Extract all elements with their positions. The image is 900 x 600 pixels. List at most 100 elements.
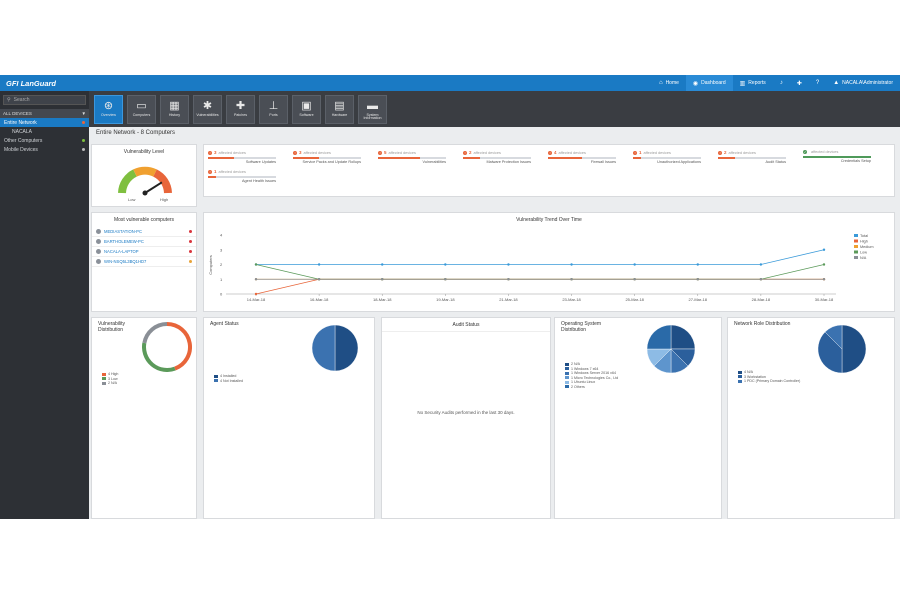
vulnerable-computer-row[interactable]: BARTHOLEMEW-PC [92, 237, 196, 247]
toolbar-ports-button[interactable]: ⊥ Ports [259, 94, 288, 124]
vulnerable-computer-row[interactable]: MEDIASTATION-PC [92, 227, 196, 237]
vulnerability-level-card[interactable]: Vulnerability Level Low High [91, 144, 197, 207]
pie-slice[interactable] [817, 331, 843, 374]
audit-status-title: Audit Status [382, 318, 550, 332]
legend-swatch [565, 376, 569, 380]
alert-icon: ! [208, 150, 212, 155]
legend-item: 1 Ubuntu Linux [565, 380, 618, 385]
software-icon: ▣ [301, 99, 312, 112]
legend-swatch [565, 367, 569, 371]
user-icon: ▲ [833, 80, 840, 86]
network-role-pie[interactable] [816, 323, 868, 375]
topnav-settings[interactable]: ✚ [790, 75, 809, 91]
pie-slice[interactable] [142, 322, 168, 344]
vulnerability-distribution-title: Vulnerability Distribution [98, 321, 126, 333]
status-tile-header: ! 1 affected devices [208, 169, 278, 174]
pie-slice[interactable] [670, 324, 696, 350]
toolbar-label: Overview [101, 112, 116, 117]
status-bar [293, 157, 361, 159]
tree-node[interactable]: Other Computers [0, 136, 89, 145]
legend-label: 2 Others [571, 384, 585, 389]
pie-slice[interactable] [311, 324, 336, 372]
topnav-reports[interactable]: ▥ Reports [733, 75, 773, 91]
vulnerable-computer-name: BARTHOLEMEW-PC [104, 239, 144, 244]
toolbar-software-button[interactable]: ▣ Software [292, 94, 321, 124]
toolbar-label: Ports [269, 112, 278, 117]
pie-slice[interactable] [646, 324, 672, 350]
tree-node-label: Entire Network [4, 119, 37, 126]
topnav-user[interactable]: ▲ NACALA\Administrator [826, 75, 900, 91]
data-point [381, 263, 384, 266]
status-tile[interactable]: ! 3 affected devices Service Packs and Upda… [293, 150, 363, 166]
data-point [254, 263, 258, 266]
legend-swatch [854, 239, 858, 243]
tree-node[interactable]: NACALA [0, 127, 89, 136]
topnav-bell[interactable]: ♪ [773, 75, 790, 91]
topnav-dashboard[interactable]: ◉ Dashboard [685, 75, 733, 91]
trend-chart[interactable]: 0 1 2 3 4 Computers 14-Mar-18 16-Mar-18 18-Mar-1… [204, 223, 894, 311]
toolbar-overview-button[interactable]: ⊛ Overview [94, 94, 123, 124]
topnav-home[interactable]: ⌂ Home [652, 75, 686, 91]
pie-slice[interactable] [142, 342, 176, 372]
search-icon: ⚲ [7, 97, 11, 103]
status-tile[interactable]: ! 5 affected devices Vulnerabilities [378, 150, 448, 166]
gauge-high-segment [153, 169, 172, 194]
pie-slice[interactable] [166, 322, 192, 371]
toolbar-bug-button[interactable]: ✱ Vulnerabilities [193, 94, 222, 124]
severity-dot [189, 230, 192, 233]
data-point [696, 278, 699, 281]
toolbar-hardware-button[interactable]: ▤ Hardware [325, 94, 354, 124]
data-point [444, 263, 447, 266]
status-tile[interactable]: ! 4 affected devices Firewall Issues [548, 150, 618, 166]
pie-slice[interactable] [824, 324, 843, 350]
data-point [822, 263, 826, 266]
topnav-help[interactable]: ? [809, 75, 826, 91]
x-tick-label: 23-Mar-18 [562, 297, 581, 302]
legend-item: 1 Micro Technologies Co., Ltd [565, 376, 618, 381]
gauge-low-label: Low [128, 197, 135, 202]
ports-icon: ⊥ [268, 99, 279, 112]
tree-node[interactable]: Mobile Devices [0, 145, 89, 154]
status-tile[interactable]: ! 3 affected devices Software Updates [208, 150, 278, 166]
status-tile[interactable]: ! 2 affected devices Audit Status [718, 150, 788, 166]
gauge-needle [144, 181, 163, 194]
device-tree: Entire Network NACALA Other Computers Mobil… [0, 118, 89, 154]
topnav-label: NACALA\Administrator [842, 80, 893, 86]
toolbar-label: Vulnerabilities [196, 112, 219, 117]
status-tile-header: ! 4 affected devices [548, 150, 618, 155]
toolbar-label: Computers [132, 112, 151, 117]
status-tile[interactable]: ! 1 affected devices Unauthorized Applicati… [633, 150, 703, 166]
legend-item: 1 Windows Server 2016 x64 [565, 371, 618, 376]
alert-icon: ! [633, 150, 637, 155]
computer-icon [96, 229, 101, 234]
toolbar-patch-button[interactable]: ✚ Patches [226, 94, 255, 124]
os-distribution-pie[interactable] [645, 323, 697, 375]
pie-slice[interactable] [334, 324, 359, 372]
search-input[interactable]: ⚲ Search [3, 95, 86, 105]
breadcrumb: Entire Network - 8 Computers [96, 130, 176, 136]
filter-icon[interactable]: ▼ [81, 111, 86, 116]
status-count: 4 [554, 150, 557, 155]
pie-slice[interactable] [841, 324, 867, 374]
legend-item: 2 N/A [102, 381, 118, 386]
legend-item: 4 Installed [214, 374, 243, 379]
toolbar-history-button[interactable]: ▦ History [160, 94, 189, 124]
toolbar-computer-button[interactable]: ▭ Computers [127, 94, 156, 124]
legend-swatch [565, 371, 569, 375]
tree-node[interactable]: Entire Network [0, 118, 89, 127]
x-tick-label: 30-Mar-18 [815, 297, 834, 302]
vulnerability-distribution-donut[interactable] [142, 322, 192, 372]
toolbar-system-info-button[interactable]: ▬ System Information [358, 94, 387, 124]
reports-icon: ▥ [739, 80, 746, 87]
status-bar [803, 156, 871, 158]
legend-label: 1 Micro Technologies Co., Ltd [571, 375, 619, 380]
agent-status-pie[interactable] [310, 323, 360, 373]
status-tile[interactable]: ! 2 affected devices Malware Protection Iss… [463, 150, 533, 166]
status-tile[interactable]: ! 1 affected devices Agent Health Issues [208, 169, 278, 185]
legend-label: 4 Not Installed [220, 378, 243, 383]
legend-swatch [738, 370, 742, 374]
status-summary-card: ! 3 affected devices Software Updates ! 3 affe… [203, 144, 895, 197]
vulnerable-computer-row[interactable]: WIN-NSQ5L3BQ1HD7 [92, 257, 196, 267]
status-tile[interactable]: ✓ affected devices Credentials Setup [803, 150, 873, 166]
vulnerable-computer-row[interactable]: NACALA-LAPTOP [92, 247, 196, 257]
